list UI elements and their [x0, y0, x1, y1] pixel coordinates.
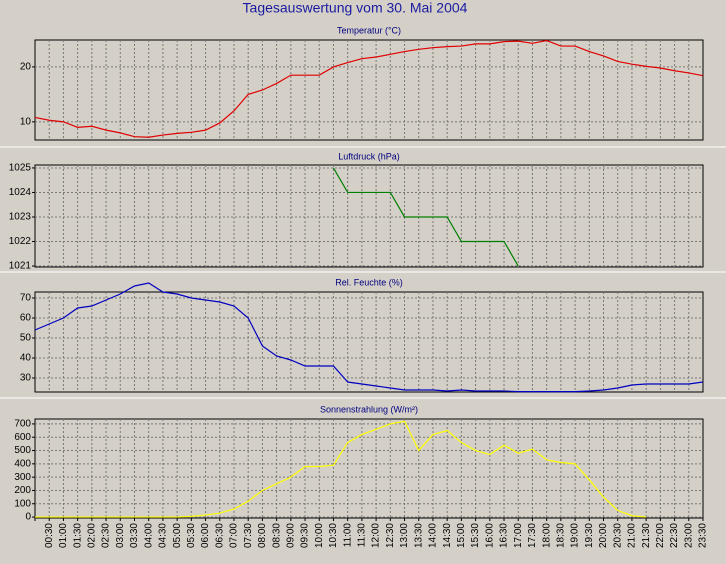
x-tick-label: 20:00 [598, 523, 609, 548]
x-tick-label: 19:00 [570, 523, 581, 548]
x-tick-label: 21:30 [641, 523, 652, 548]
y-tick-label: 1025 [9, 163, 32, 174]
x-tick-label: 23:30 [698, 523, 709, 548]
x-tick-label: 11:30 [357, 523, 368, 548]
x-tick-label: 15:00 [456, 523, 467, 548]
y-tick-label: 1024 [9, 187, 32, 198]
chart-title: Sonnenstrahlung (W/m²) [320, 404, 418, 414]
x-tick-label: 04:00 [143, 523, 154, 548]
x-tick-label: 23:00 [683, 523, 694, 548]
x-tick-label: 04:30 [158, 523, 169, 548]
x-tick-label: 17:00 [513, 523, 524, 548]
x-tick-label: 02:00 [86, 523, 97, 548]
x-tick-label: 15:30 [470, 523, 481, 548]
x-tick-label: 05:30 [186, 523, 197, 548]
y-tick-label: 700 [14, 419, 31, 430]
data-line [34, 282, 704, 393]
y-tick-label: 1022 [9, 236, 32, 247]
y-tick-label: 30 [20, 373, 32, 384]
x-tick-label: 18:00 [541, 523, 552, 548]
y-tick-label: 100 [14, 498, 31, 509]
x-tick-label: 09:00 [285, 523, 296, 548]
x-tick-label: 06:00 [200, 523, 211, 548]
x-tick-label: 12:30 [385, 523, 396, 548]
y-tick-label: 50 [20, 333, 32, 344]
x-tick-label: 14:30 [442, 523, 453, 548]
plot-area [34, 164, 704, 268]
plot-area [34, 291, 704, 393]
x-tick-label: 09:30 [300, 523, 311, 548]
y-tick-label: 0 [25, 512, 31, 523]
x-tick-label: 01:30 [72, 523, 83, 548]
page-title: Tagesauswertung vom 30. Mai 2004 [243, 0, 468, 16]
plot-area [34, 418, 704, 519]
x-tick-label: 13:00 [399, 523, 410, 548]
x-tick-label: 08:30 [271, 523, 282, 548]
y-tick-label: 300 [14, 472, 31, 483]
x-tick-label: 19:30 [584, 523, 595, 548]
x-tick-label: 07:00 [229, 523, 240, 548]
x-tick-label: 02:30 [101, 523, 112, 548]
x-tick-label: 10:30 [328, 523, 339, 548]
y-tick-label: 10 [20, 117, 32, 128]
x-tick-label: 18:30 [556, 523, 567, 548]
x-tick-label: 11:00 [342, 523, 353, 548]
data-line [34, 39, 704, 138]
chart-title: Temperatur (°C) [337, 25, 401, 35]
x-tick-label: 17:30 [527, 523, 538, 548]
x-tick-label: 16:30 [499, 523, 510, 548]
y-tick-label: 70 [20, 293, 32, 304]
x-tick-label: 03:00 [115, 523, 126, 548]
x-tick-label: 22:30 [669, 523, 680, 548]
y-tick-label: 40 [20, 353, 32, 364]
chart-title: Rel. Feuchte (%) [335, 277, 403, 287]
x-tick-label: 12:00 [371, 523, 382, 548]
x-tick-label: 13:30 [413, 523, 424, 548]
x-tick-label: 00:30 [44, 523, 55, 548]
x-tick-label: 01:00 [58, 523, 69, 548]
x-tick-label: 21:00 [627, 523, 638, 548]
y-tick-label: 200 [14, 485, 31, 496]
y-tick-label: 20 [20, 62, 32, 73]
chart-title: Luftdruck (hPa) [338, 151, 400, 161]
x-tick-label: 08:00 [257, 523, 268, 548]
plot-area [34, 39, 704, 141]
data-line [332, 167, 519, 267]
y-tick-label: 600 [14, 432, 31, 443]
x-tick-label: 07:30 [243, 523, 254, 548]
y-tick-label: 500 [14, 445, 31, 456]
x-tick-label: 16:00 [484, 523, 495, 548]
x-tick-label: 06:30 [214, 523, 225, 548]
y-tick-label: 400 [14, 458, 31, 469]
x-tick-label: 20:30 [612, 523, 623, 548]
x-tick-label: 14:00 [428, 523, 439, 548]
x-tick-label: 10:00 [314, 523, 325, 548]
y-tick-label: 1021 [9, 261, 32, 272]
x-tick-label: 05:00 [172, 523, 183, 548]
data-line [35, 420, 647, 518]
x-tick-label: 22:00 [655, 523, 666, 548]
x-tick-label: 03:30 [129, 523, 140, 548]
y-tick-label: 1023 [9, 212, 32, 223]
y-tick-label: 60 [20, 313, 32, 324]
